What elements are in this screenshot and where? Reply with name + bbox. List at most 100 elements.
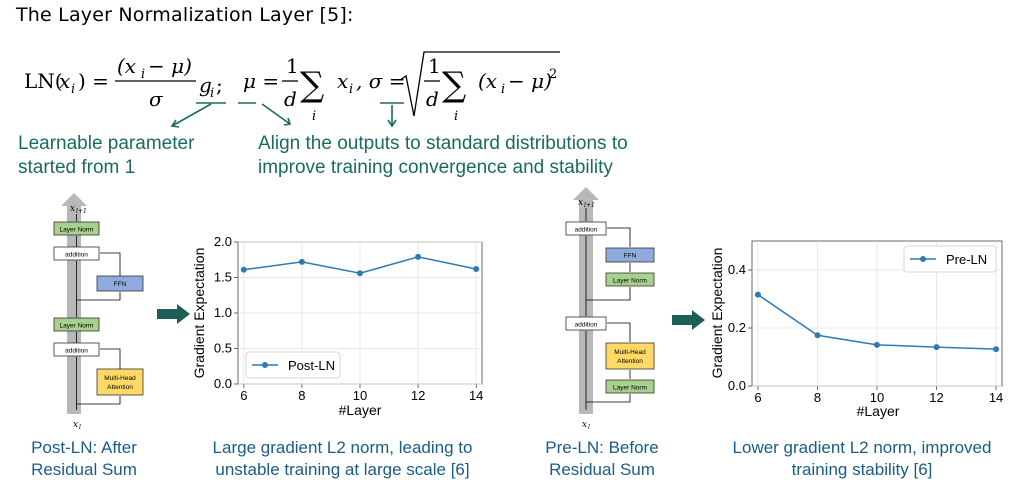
series	[754, 291, 1000, 353]
pre-ln-caption-line-2: Residual Sum	[549, 460, 655, 479]
pre-ffn	[605, 247, 655, 263]
y-tick-label: 2.0	[214, 234, 232, 249]
ln-x: x	[59, 69, 70, 93]
post-ln-chart: 6 8 10 12 14 0.0 0.5 1.0 1.5 2.0 #Layer Gradient …	[191, 234, 483, 418]
g-sub: i	[210, 86, 214, 101]
x-tick-label: 14	[989, 390, 1003, 405]
pre-layer-norm-top-label: Layer Norm	[613, 278, 647, 285]
sqrt-square: 2	[549, 67, 557, 82]
post-layer-norm-mid-label: Layer Norm	[60, 323, 94, 330]
pre-bottom-x-sub: l	[588, 424, 590, 431]
ln-lhs: LN(	[24, 69, 63, 93]
pre-ln-caption: Pre-LN: Before Residual Sum	[532, 437, 672, 481]
right-arrow-icon	[157, 304, 190, 324]
data-point	[298, 258, 305, 265]
learnable-line-1: Learnable parameter	[18, 133, 195, 154]
pre-chart-caption-line-2: training stability [6]	[791, 460, 933, 479]
post-layer-norm-mid	[53, 317, 100, 332]
align-annotation: Align the outputs to standard distributi…	[258, 132, 628, 180]
post-ffn-label: FFN	[114, 281, 127, 288]
data-point	[814, 332, 821, 339]
data-point	[993, 346, 1000, 353]
pre-ffn-label: FFN	[624, 253, 637, 260]
layer-norm-formula: LN( x i ) = (x i − μ) σ g i ; μ = 1 d ∑ …	[24, 51, 560, 128]
ln-sub-i: i	[71, 82, 75, 97]
data-point	[240, 266, 247, 273]
data-point	[415, 253, 422, 260]
post-attention-label-1: Multi-Head	[104, 375, 136, 382]
x-tick-label: 6	[754, 390, 761, 405]
semicolon: ;	[216, 73, 223, 97]
data-point	[754, 291, 761, 298]
pre-attention-label-2: Attention	[617, 358, 643, 365]
data-point	[357, 270, 363, 277]
mu-lhs: μ =	[243, 69, 279, 93]
pre-ln-caption-line-1: Pre-LN: Before	[545, 438, 659, 457]
post-top-x: x	[70, 204, 75, 214]
post-ln-caption-line-2: Residual Sum	[31, 460, 137, 479]
pre-attention-label-1: Multi-Head	[614, 349, 646, 356]
post-layer-norm-top	[53, 221, 100, 236]
right-arrow-icon	[672, 310, 705, 330]
pre-addition-top-label: addition	[575, 227, 598, 234]
data-point	[933, 344, 940, 351]
pre-layer-norm-top	[605, 272, 655, 287]
y-tick-label: 1.0	[214, 305, 232, 320]
legend-label: Post-LN	[288, 358, 335, 373]
data-point	[473, 265, 480, 272]
tick-labels: 6 8 10 12 14 0.0 0.2 0.4	[728, 262, 1003, 405]
y-tick-label: 1.5	[214, 270, 232, 285]
numerator: (x	[117, 54, 136, 78]
series	[240, 253, 480, 277]
sigma-lhs: , σ =	[356, 69, 405, 93]
post-attention	[96, 368, 144, 396]
y-tick-label: 0.5	[214, 341, 232, 356]
denominator: σ	[149, 87, 164, 111]
post-chart-caption-line-2: unstable training at large scale [6]	[215, 460, 470, 479]
mu-sum-idx: i	[312, 109, 316, 124]
pre-addition-bottom-label: addition	[575, 322, 598, 329]
sqrt-d: d	[426, 87, 439, 111]
pre-ln-chart: 6 8 10 12 14 0.0 0.2 0.4 #Layer Gradient Expect…	[709, 240, 1003, 419]
x-tick-label: 14	[469, 388, 483, 403]
post-bottom-x: x	[73, 420, 78, 430]
sqrt-sum: ∑	[442, 65, 466, 105]
legend: Post-LN	[245, 351, 341, 379]
post-ln-caption-line-1: Post-LN: After	[31, 438, 137, 457]
data-point	[874, 341, 880, 348]
pre-bottom-x: x	[582, 420, 587, 430]
mu-one: 1	[286, 54, 299, 78]
ln-close: ) =	[78, 69, 109, 93]
x-tick-label: 12	[411, 388, 425, 403]
y-tick-label: 0.2	[728, 320, 746, 335]
post-ln-diagram: Layer Norm addition FFN Layer Norm addit…	[53, 193, 144, 431]
y-tick-label: 0.0	[728, 378, 746, 393]
post-chart-caption: Large gradient L2 norm, leading to unsta…	[190, 437, 495, 481]
post-top-x-sub: l+1	[76, 208, 87, 215]
numerator-sub: i	[141, 67, 145, 82]
sqrt-term-rest: − μ)	[508, 69, 552, 93]
y-tick-label: 0.0	[214, 376, 232, 391]
legend: Pre-LN	[903, 245, 997, 273]
x-tick-label: 10	[353, 388, 367, 403]
post-addition-top-label: addition	[65, 252, 88, 259]
legend-label: Pre-LN	[946, 252, 987, 267]
learnable-annotation: Learnable parameter started from 1	[18, 132, 194, 180]
page-title: The Layer Normalization Layer [5]:	[16, 4, 354, 26]
grid	[234, 241, 482, 388]
annotation-arrows	[170, 102, 404, 128]
sqrt-term: (x	[478, 69, 497, 93]
y-axis-label: Gradient Expectation	[709, 248, 725, 379]
x-axis-label: #Layer	[339, 402, 382, 418]
pre-chart-caption: Lower gradient L2 norm, improved trainin…	[712, 437, 1012, 481]
pre-layer-norm-bottom	[605, 379, 655, 394]
post-addition-bottom-label: addition	[65, 348, 88, 355]
pre-addition-top	[565, 221, 607, 236]
y-axis-label: Gradient Expectation	[191, 248, 207, 379]
mu-x-sub: i	[349, 82, 353, 97]
sqrt-sign	[399, 51, 560, 117]
x-axis-label: #Layer	[857, 403, 900, 419]
mu-d: d	[284, 87, 297, 111]
pre-attention	[605, 342, 655, 370]
post-chart-caption-line-1: Large gradient L2 norm, leading to	[212, 438, 473, 457]
